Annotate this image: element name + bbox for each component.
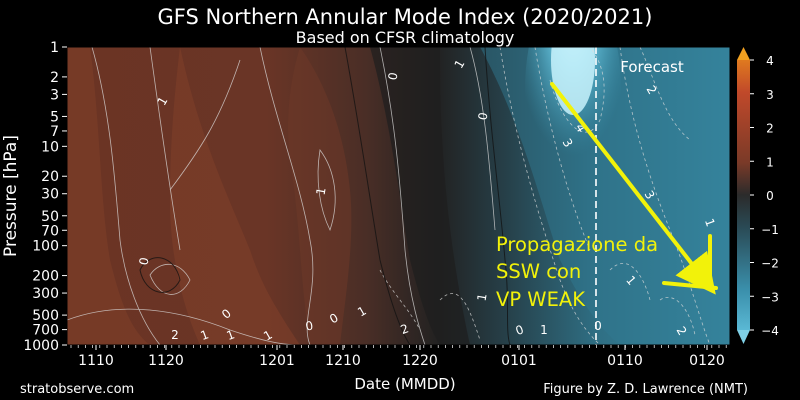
contour-label: 1 <box>225 327 237 343</box>
contour-label: 2 <box>171 328 179 342</box>
contour-label: 2 <box>728 251 744 263</box>
annotation-line-1: Propagazione da <box>496 233 658 256</box>
contour-label: 1 <box>540 323 548 337</box>
contour-label: 0 <box>514 322 526 338</box>
x-axis-label: Date (MMDD) <box>354 375 455 393</box>
forecast-label: Forecast <box>620 58 684 76</box>
contour-label: 0 <box>386 71 401 81</box>
colorbar-gradient <box>737 60 750 330</box>
y-tick-label: 700 <box>32 323 59 339</box>
colorbar-tick-label: 1 <box>766 155 774 169</box>
x-tick-label: 1210 <box>325 353 361 369</box>
y-tick-label: 1 <box>50 40 59 56</box>
colorbar-tick-label: −4 <box>761 324 779 338</box>
y-tick-label: 300 <box>32 286 59 302</box>
y-axis-label: Pressure [hPa] <box>1 135 21 257</box>
colorbar: 4 3 2 1 0 −1 −2 −3 −4 <box>737 47 779 344</box>
y-tick-label: 10 <box>41 139 59 155</box>
x-axis: 1110 1120 1201 1210 1220 0101 0110 0120 <box>70 345 727 369</box>
y-tick-label: 70 <box>41 223 59 239</box>
x-tick-label: 0110 <box>607 353 643 369</box>
positive-anomaly-region <box>170 47 300 345</box>
x-tick-label: 0101 <box>501 353 537 369</box>
y-tick-label: 2 <box>50 70 59 86</box>
colorbar-tick-label: 4 <box>766 54 774 68</box>
colorbar-tick-label: 2 <box>766 122 774 136</box>
colorbar-top-extension <box>737 47 750 60</box>
contour-lines <box>67 47 711 345</box>
vortex-core <box>525 47 621 200</box>
y-tick-label: 200 <box>32 269 59 285</box>
contour-label: 1 <box>314 186 329 196</box>
x-tick-label: 1110 <box>78 353 114 369</box>
y-tick-label: 5 <box>50 109 59 125</box>
y-tick-label: 100 <box>32 239 59 255</box>
colorbar-tick-label: −2 <box>761 257 779 271</box>
x-tick-label: 0120 <box>689 353 725 369</box>
x-tick-label: 1120 <box>148 353 184 369</box>
annotation-line-2: SSW con <box>496 260 581 283</box>
y-tick-label: 1000 <box>23 338 59 354</box>
colorbar-bottom-extension <box>737 330 750 344</box>
neutral-region <box>370 47 470 345</box>
y-tick-label: 50 <box>41 209 59 225</box>
contour-label: 0 <box>594 319 602 333</box>
annotation-arrow-diagonal <box>550 82 716 295</box>
colorbar-ticks: 4 3 2 1 0 −1 −2 −3 −4 <box>750 54 779 338</box>
contour-label: 2 <box>399 321 411 337</box>
contour-label: 1 <box>475 292 490 302</box>
y-tick-label: 7 <box>50 124 59 140</box>
contour-label: 0 <box>304 319 314 334</box>
colorbar-tick-label: 3 <box>766 88 774 102</box>
plot-frame <box>66 46 731 346</box>
y-tick-label: 3 <box>50 87 59 103</box>
footer-source: stratobserve.com <box>20 382 134 397</box>
annotation-arrows <box>550 82 718 295</box>
chart-subtitle: Based on CFSR climatology <box>296 28 515 47</box>
contour-label: 1 <box>199 327 211 343</box>
y-tick-label: 30 <box>41 187 59 203</box>
colorbar-tick-label: −3 <box>761 290 779 304</box>
positive-anomaly-region <box>67 47 150 345</box>
colorbar-tick-label: −1 <box>761 223 779 237</box>
contour-label: 1 <box>702 217 718 229</box>
x-tick-label: 1201 <box>259 353 295 369</box>
annotation-text: Propagazione da SSW con VP WEAK <box>496 233 664 311</box>
footer-credit: Figure by Z. D. Lawrence (NMT) <box>543 382 748 397</box>
colorbar-tick-label: 0 <box>766 189 774 203</box>
chart-title: GFS Northern Annular Mode Index (2020/20… <box>158 5 653 29</box>
contour-label: 0 <box>137 256 152 266</box>
y-tick-label: 500 <box>32 308 59 324</box>
contour-label: 0 <box>476 111 491 121</box>
annotation-line-3: VP WEAK <box>496 288 586 311</box>
x-tick-label: 1220 <box>402 353 438 369</box>
y-tick-label: 20 <box>41 169 59 185</box>
annotation-arrow-horizontal <box>662 281 718 290</box>
